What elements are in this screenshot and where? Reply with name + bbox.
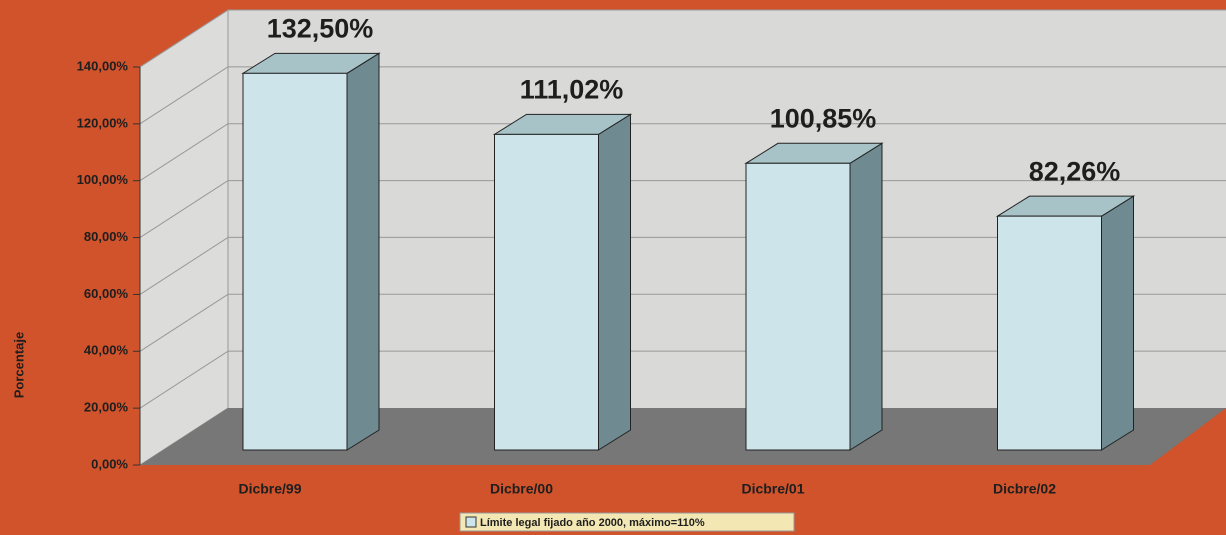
value-label: 111,02% bbox=[520, 75, 624, 105]
x-tick-label: Dicbre/01 bbox=[741, 481, 804, 497]
bar-side bbox=[849, 142, 883, 451]
value-label: 132,50% bbox=[267, 13, 374, 43]
y-tick-label: 60,00% bbox=[84, 286, 129, 301]
grid-line bbox=[139, 293, 229, 352]
y-tick-label: 40,00% bbox=[84, 343, 129, 358]
bar bbox=[997, 215, 1102, 451]
y-tick-label: 0,00% bbox=[91, 456, 128, 471]
legend-label: Límite legal fijado año 2000, máximo=110… bbox=[480, 517, 705, 529]
bar bbox=[494, 133, 599, 451]
back-wall bbox=[228, 10, 1226, 408]
value-label: 100,85% bbox=[770, 103, 877, 133]
y-tick-label: 20,00% bbox=[84, 400, 129, 415]
y-axis-label: Porcentaje bbox=[11, 332, 26, 398]
bar bbox=[745, 162, 851, 451]
bar-side bbox=[1101, 195, 1134, 451]
x-tick-label: Dicbre/02 bbox=[993, 481, 1056, 497]
y-tick-label: 120,00% bbox=[77, 115, 129, 130]
y-tick-label: 100,00% bbox=[77, 172, 129, 187]
y-tick-label: 140,00% bbox=[77, 58, 129, 73]
grid-line bbox=[139, 66, 229, 125]
bar-side bbox=[598, 113, 631, 451]
legend-box bbox=[459, 512, 795, 532]
grid-line bbox=[139, 9, 229, 68]
x-tick-label: Dicbre/99 bbox=[238, 481, 301, 497]
side-wall bbox=[139, 9, 229, 466]
grid-line bbox=[139, 237, 229, 295]
value-label: 82,26% bbox=[1029, 156, 1121, 186]
y-tick-label: 80,00% bbox=[84, 229, 129, 244]
grid-line bbox=[139, 180, 229, 238]
floor bbox=[140, 408, 1226, 465]
bar bbox=[242, 72, 348, 451]
grid-line bbox=[139, 123, 229, 182]
x-tick-label: Dicbre/00 bbox=[490, 481, 553, 497]
bars bbox=[241, 52, 1136, 451]
bar-side bbox=[346, 52, 380, 451]
legend-swatch bbox=[465, 516, 477, 528]
grid-line bbox=[139, 350, 229, 409]
